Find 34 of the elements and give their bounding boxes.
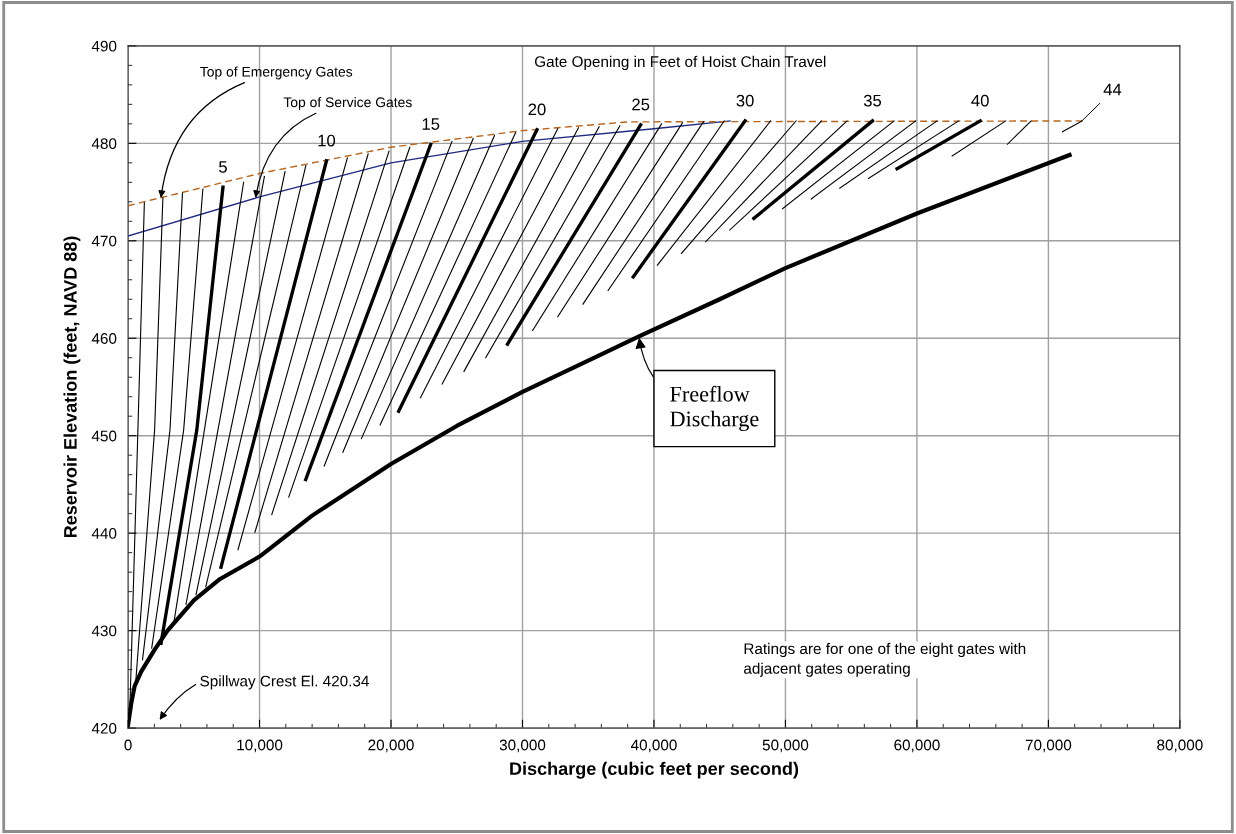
x-tick-label: 30,000 (499, 739, 546, 753)
y-tick-label: 470 (91, 235, 117, 247)
x-tick-label: 20,000 (368, 739, 414, 753)
x-tick-label: 0 (124, 739, 132, 751)
annotation: 25 (632, 98, 650, 111)
x-tick-label: 40,000 (630, 739, 677, 753)
annotation: 5 (219, 161, 227, 173)
annotation: Ratings are for one of the eight gates with adjacent gates operating (744, 642, 1026, 677)
annotation: 20 (528, 103, 546, 116)
annotation: 30 (736, 94, 754, 107)
y-axis-title: Reservoir Elevation (feet, NAVD 88) (63, 236, 81, 538)
annotation: 10 (318, 134, 336, 147)
annotation: 15 (422, 118, 440, 130)
y-tick-label: 420 (91, 722, 117, 734)
x-tick-label: 50,000 (762, 739, 809, 753)
x-tick-label: 80,000 (1157, 739, 1203, 753)
x-axis-title: Discharge (cubic feet per second) (510, 761, 799, 779)
y-tick-label: 480 (91, 138, 117, 150)
y-tick-label: 430 (91, 625, 117, 637)
y-tick-label: 440 (91, 528, 117, 539)
x-tick-label: 10,000 (237, 739, 283, 753)
annotation: Freeflow Discharge (670, 385, 759, 432)
y-tick-label: 490 (91, 40, 117, 52)
x-tick-label: 60,000 (894, 739, 940, 753)
x-tick-label: 70,000 (1025, 739, 1072, 753)
y-tick-label: 450 (91, 430, 117, 442)
annotation: Top of Emergency Gates (200, 66, 353, 80)
y-tick-label: 460 (91, 333, 117, 344)
annotation: 40 (971, 94, 989, 107)
annotation: Top of Service Gates (283, 96, 412, 110)
annotation: 44 (1103, 83, 1122, 96)
annotation: 35 (863, 94, 882, 107)
annotation: Spillway Crest El. 420.34 (200, 675, 369, 690)
annotation: Gate Opening in Feet of Hoist Chain Travel (534, 55, 826, 71)
